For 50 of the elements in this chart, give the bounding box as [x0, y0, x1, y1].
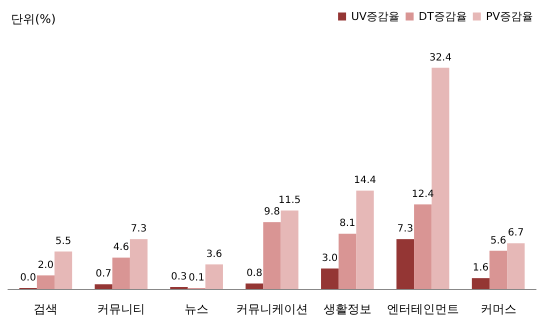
- bar: [489, 250, 508, 289]
- data-label: 14.4: [354, 175, 376, 186]
- legend-label: DT증감율: [418, 10, 467, 23]
- bar: [130, 239, 148, 289]
- bar: [246, 284, 264, 289]
- data-label: 6.7: [508, 228, 524, 239]
- data-label: 1.6: [472, 262, 489, 274]
- bar: [414, 204, 432, 289]
- data-label: 8.1: [339, 218, 356, 230]
- data-label: 0.7: [96, 268, 112, 280]
- bar: [356, 190, 374, 289]
- bar: [432, 68, 450, 289]
- bar: [280, 210, 298, 289]
- bar: [112, 258, 130, 289]
- bar: [263, 222, 281, 289]
- legend-label: PV증감율: [486, 10, 534, 23]
- bar: [507, 243, 525, 289]
- y-axis-title: 단위(%): [11, 12, 56, 26]
- bar: [54, 251, 72, 289]
- data-label: 5.6: [490, 235, 506, 246]
- x-tick-label: 뉴스: [184, 302, 209, 316]
- bar: [94, 284, 112, 289]
- x-tick-label: 생활정보: [323, 302, 372, 316]
- data-label: 0.3: [171, 271, 187, 282]
- data-label: 4.6: [113, 242, 130, 254]
- x-tick-label: 커머스: [480, 302, 516, 316]
- data-label: 0.0: [20, 272, 36, 284]
- bar: [472, 278, 490, 289]
- data-label: 9.8: [264, 206, 280, 218]
- bar: [205, 264, 223, 289]
- x-tick-label: 검색: [34, 302, 58, 316]
- bar: [338, 234, 356, 289]
- data-label: 3.6: [206, 248, 222, 260]
- data-label: 12.4: [412, 188, 434, 200]
- data-label: 5.5: [55, 236, 72, 247]
- data-label: 11.5: [278, 194, 301, 206]
- bar: [36, 275, 55, 289]
- x-tick-label: 엔터테인먼트: [386, 302, 459, 316]
- data-label: 7.3: [397, 224, 414, 235]
- data-label: 7.3: [130, 224, 147, 235]
- data-label: 32.4: [429, 52, 452, 64]
- x-tick-label: 커뮤니티: [97, 302, 146, 316]
- x-tick-label: 커뮤니케이션: [236, 302, 308, 316]
- data-label: 2.0: [38, 260, 54, 271]
- bar: [321, 268, 339, 289]
- data-label: 3.0: [322, 253, 338, 264]
- data-label: 0.1: [188, 272, 205, 284]
- bar: [396, 239, 414, 289]
- legend-label: UV증감율: [351, 10, 400, 23]
- data-label: 0.8: [246, 268, 262, 280]
